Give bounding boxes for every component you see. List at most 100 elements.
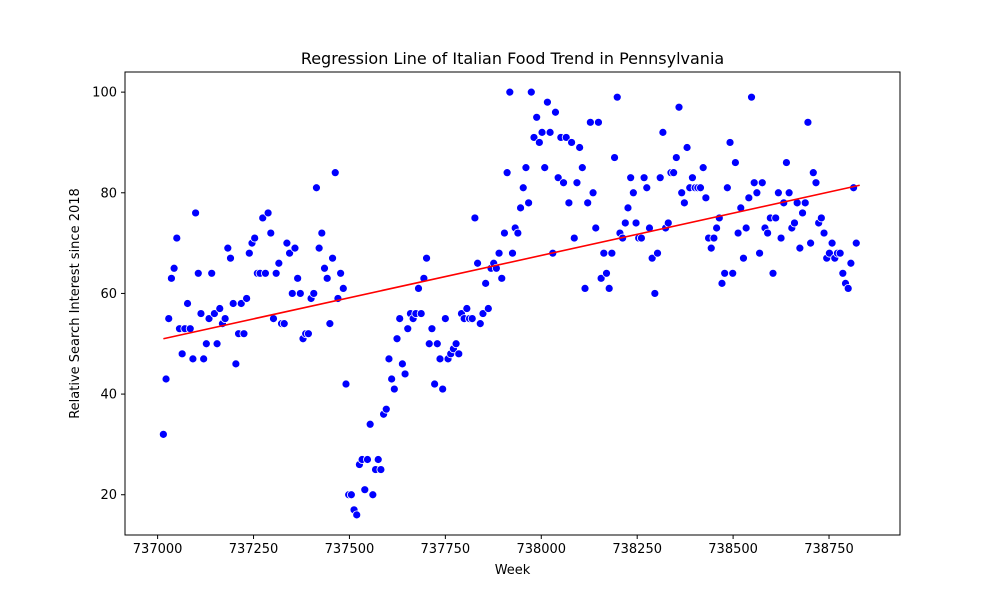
data-point [470, 213, 480, 223]
data-point [384, 354, 394, 364]
data-point [709, 233, 719, 243]
data-point [604, 284, 614, 293]
data-point [540, 163, 550, 173]
data-point [414, 284, 423, 293]
data-point [642, 183, 652, 193]
data-point [564, 198, 574, 208]
data-point [397, 359, 407, 369]
data-point [204, 314, 214, 323]
data-point [698, 163, 708, 173]
data-point [215, 304, 225, 313]
data-point [741, 223, 751, 233]
data-point [521, 163, 531, 173]
data-point [392, 334, 402, 344]
x-tick-label: 738250 [612, 542, 662, 557]
data-point [771, 213, 781, 223]
data-point [209, 309, 219, 318]
data-point [768, 268, 778, 278]
data-point [795, 243, 805, 253]
data-point [739, 253, 748, 263]
data-point [346, 490, 356, 500]
data-point [701, 193, 711, 203]
data-point [475, 319, 485, 329]
data-point [338, 284, 348, 293]
data-point [220, 314, 230, 323]
data-point [717, 278, 727, 288]
data-point [808, 168, 818, 178]
data-point [161, 374, 171, 384]
y-tick-label: 40 [100, 388, 117, 403]
data-point [172, 233, 182, 243]
data-point [505, 87, 515, 97]
data-point [846, 258, 856, 268]
data-point [720, 268, 730, 278]
data-point [400, 369, 410, 379]
data-point [650, 289, 660, 298]
x-tick-label: 737250 [229, 542, 279, 557]
data-point [752, 188, 762, 198]
data-point [663, 218, 673, 228]
data-point [553, 173, 563, 183]
data-point [835, 248, 845, 258]
data-point [712, 223, 722, 233]
data-point [838, 268, 848, 278]
data-point [744, 193, 754, 203]
data-point [677, 188, 687, 198]
data-point [798, 208, 807, 218]
data-point [483, 304, 493, 313]
data-point [508, 248, 517, 258]
data-point [427, 324, 437, 334]
data-point [803, 117, 813, 127]
data-point [309, 289, 319, 298]
data-point [602, 268, 611, 278]
data-point [387, 374, 397, 384]
data-point [513, 228, 523, 238]
data-point [733, 228, 743, 238]
data-point [242, 294, 252, 303]
data-point [274, 258, 284, 268]
data-point [381, 404, 391, 414]
scatter-points [158, 87, 861, 520]
data-point [478, 309, 488, 318]
data-point [588, 188, 598, 198]
data-point [258, 213, 268, 223]
data-point [773, 188, 783, 198]
chart-title: Regression Line of Italian Food Trend in… [301, 49, 724, 68]
data-point [543, 97, 552, 107]
data-point [706, 243, 716, 253]
data-point [612, 92, 622, 102]
data-point [626, 173, 636, 183]
data-point [679, 198, 689, 208]
data-point [524, 198, 534, 208]
data-point [561, 133, 571, 142]
data-point [330, 168, 340, 178]
data-point [594, 117, 603, 127]
data-point [569, 233, 579, 243]
data-point [416, 309, 426, 318]
data-point [551, 107, 560, 117]
data-point [534, 138, 544, 147]
data-point [395, 314, 405, 323]
data-point [500, 228, 509, 238]
data-point [529, 133, 539, 142]
data-point [623, 203, 633, 213]
data-point [188, 354, 198, 364]
plot-frame [124, 71, 901, 536]
x-tick-label: 737000 [133, 542, 183, 557]
data-point [424, 339, 434, 349]
x-tick-label: 738000 [516, 542, 566, 557]
data-point [438, 384, 448, 394]
data-point [526, 87, 536, 97]
data-point [599, 248, 609, 258]
data-point [196, 309, 206, 318]
data-point [577, 163, 587, 173]
data-point [250, 233, 260, 243]
x-tick-label: 737500 [325, 542, 375, 557]
data-point [637, 233, 646, 243]
data-point [177, 349, 187, 359]
data-point [575, 143, 585, 152]
data-point [722, 183, 732, 193]
data-point [239, 329, 249, 339]
data-point [328, 253, 337, 263]
